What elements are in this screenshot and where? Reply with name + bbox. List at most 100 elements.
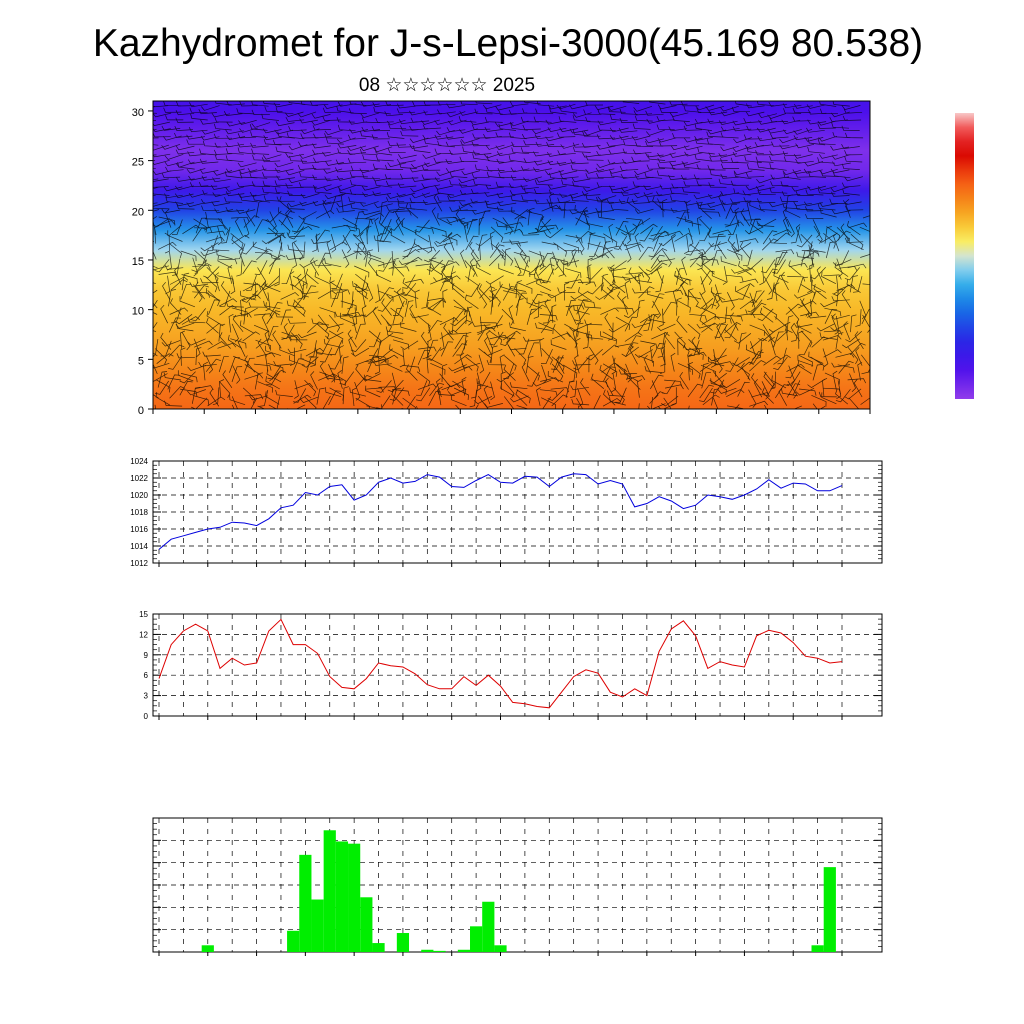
wind-barb [180,250,197,262]
wind-barb [566,273,580,289]
wind-barb [712,397,719,409]
wind-barb [392,387,402,405]
wind-barb [153,209,160,212]
wind-barb [836,250,850,266]
wind-barb [549,172,567,180]
wind-barb [181,274,198,284]
wind-barb [286,300,305,309]
wind-barb [168,344,185,357]
wind-barb [386,132,405,139]
wind-barb [708,182,727,188]
wind-barb [549,193,554,212]
wind-barb [445,134,465,140]
wind-barb [739,278,759,284]
wind-barb [818,135,838,142]
wind-barb [720,132,739,139]
wind-barb [782,169,802,176]
wind-barb [470,120,490,126]
wind-barb [585,155,604,161]
wind-barb [635,141,654,147]
wind-barb [515,280,523,299]
wind-barb [749,360,766,372]
wind-barb [227,265,233,284]
y-tick-label: 1022 [130,474,148,483]
wind-barb [280,292,299,300]
wind-barb [785,321,791,341]
wind-barb [361,185,381,191]
wind-barb [175,149,195,155]
wind-barb [422,199,442,205]
wind-barb [355,243,367,260]
wind-barb [372,191,392,197]
wind-barb [496,193,516,199]
y-tick-label: 1014 [130,542,148,551]
wind-barb [685,200,691,219]
wind-barb [651,343,665,358]
wind-barb [414,289,420,309]
wind-barb [375,284,381,304]
wind-barb [739,299,758,310]
wind-barb [763,276,773,295]
wind-barb [817,203,836,211]
wind-barb [708,241,728,248]
wind-barb [620,191,640,197]
wind-barb [476,372,482,392]
wind-barb [231,234,250,245]
wind-barb [740,208,751,227]
wind-barb [650,254,665,269]
wind-barb [156,220,175,227]
wind-barb [373,360,392,366]
wind-barb [469,258,478,277]
wind-barb [582,152,601,158]
wind-barb [749,351,764,365]
wind-barb [409,137,429,144]
wind-barb [823,349,842,358]
wind-barb [638,246,654,261]
wind-barb [647,403,666,409]
wind-barb [770,181,789,187]
wind-barb [514,217,525,234]
wind-barb [670,352,676,372]
wind-barb [558,116,577,123]
wind-barb [220,281,232,299]
wind-barb [591,373,605,389]
wind-barb [559,127,579,133]
wind-barb [429,266,444,281]
wind-barb [229,357,240,373]
wind-barb [239,101,258,107]
wind-barb [293,225,313,235]
wind-barb [600,273,609,292]
wind-barb [421,119,440,125]
wind-barb [266,218,278,237]
cross-section-field [153,101,870,409]
wind-barb [684,290,702,300]
wind-barb [411,176,431,182]
wind-barb [201,105,220,111]
wind-barb [746,164,765,171]
wind-barb [709,156,728,162]
wind-barb [498,263,514,275]
wind-barb [671,164,690,170]
wind-barb [190,308,206,322]
wind-barb [634,275,652,283]
wind-barb [790,323,800,342]
wind-barb [664,331,676,350]
wind-barb [565,235,583,244]
wind-barb [716,323,725,342]
wind-barb [758,119,777,125]
wind-barb [829,117,848,122]
wind-barb [771,375,787,389]
wind-barb [849,342,866,356]
wind-barb [372,357,392,363]
wind-barb [225,155,244,163]
wind-barb [533,273,551,283]
wind-barb [237,142,256,148]
wind-barb [299,118,318,124]
wind-barb [441,267,452,285]
wind-barb [427,234,433,254]
wind-barb [228,313,234,333]
wind-barb [634,349,654,358]
wind-barb [585,101,604,106]
wind-barb [733,170,753,176]
wind-barb [797,276,809,293]
